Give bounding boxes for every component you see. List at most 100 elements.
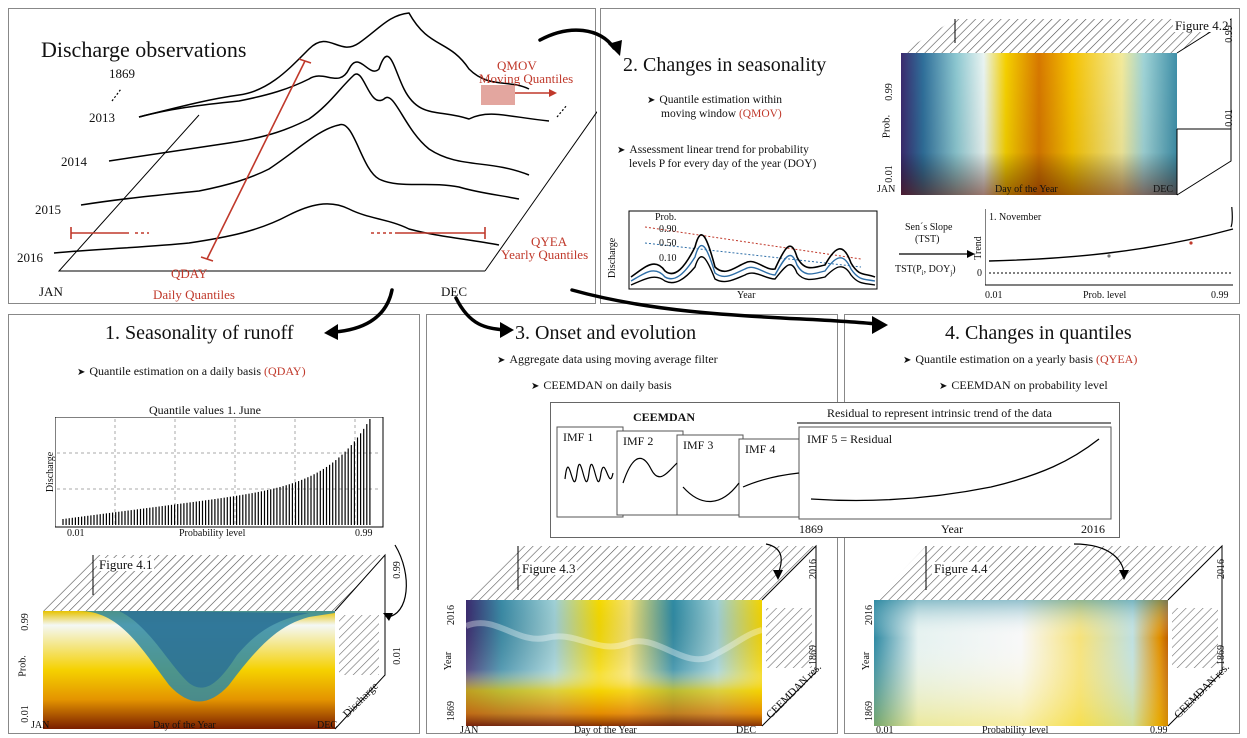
panel4-bullet1-text: Quantile estimation on a yearly basis xyxy=(915,352,1094,366)
residual-title: Residual to represent intrinsic trend of… xyxy=(827,406,1052,420)
mini-ylabel: Discharge xyxy=(607,237,619,279)
fig44-x-mid: Probability level xyxy=(982,725,1049,736)
qday-desc: Daily Quantiles xyxy=(153,287,235,302)
obs-x-end: DEC xyxy=(441,284,467,299)
fig41-x-mid: Day of the Year xyxy=(153,720,216,731)
fig44-label: Figure 4.4 xyxy=(932,561,990,576)
mini-xlabel: Year xyxy=(737,290,756,301)
mini-q90: 0.90 xyxy=(659,224,677,235)
fig41-tick-top: 0.99 xyxy=(19,613,31,631)
fig42-side-bottom: 0.01 xyxy=(1223,109,1235,127)
fig41-tick-bottom: 0.01 xyxy=(19,705,31,723)
sens-arrow xyxy=(899,250,975,258)
year-label-1869: 1869 xyxy=(109,66,135,81)
fig43-label: Figure 4.3 xyxy=(520,561,578,576)
trend-xmin: 0.01 xyxy=(985,290,1003,301)
imf-cards xyxy=(556,422,1112,520)
trend-ylabel: Trend xyxy=(972,236,984,260)
panel3-bullet1-text: Aggregate data using moving average filt… xyxy=(509,352,718,366)
panel2-bullet1-text2: moving window xyxy=(661,108,737,120)
qmov-label: QMOV xyxy=(497,58,537,73)
obs-x-start: JAN xyxy=(39,284,63,299)
panel2-bullet2-line2: levels P for every day of the year (DOY) xyxy=(629,158,817,170)
mini-discharge-plot xyxy=(628,210,878,290)
trend-xmax: 0.99 xyxy=(1211,290,1229,301)
ceemdan-box: CEEMDAN Residual to represent intrinsic … xyxy=(550,402,1120,538)
figure-4-3 xyxy=(464,543,817,727)
panel2-bullet2-text: Assessment linear trend for probability xyxy=(629,144,809,156)
fig43-x-end: DEC xyxy=(736,725,756,736)
tst-formula-a: TST(P xyxy=(895,264,922,275)
qday-label: QDAY xyxy=(171,266,208,281)
fig43-x-start: JAN xyxy=(460,725,479,736)
qday-tag: (QDAY) xyxy=(264,364,306,378)
fig44-tick-top: 2016 xyxy=(864,605,875,625)
figure-4-2 xyxy=(901,18,1232,196)
fig44-x-start: 0.01 xyxy=(876,725,894,736)
qyea-tag: (QYEA) xyxy=(1096,352,1138,366)
fig43-year-axis: Year xyxy=(443,651,455,671)
panel2-bullet1-line2: moving window (QMOV) xyxy=(661,108,782,121)
bar-xmin: 0.01 xyxy=(67,528,85,539)
fig44-x-end: 0.99 xyxy=(1150,725,1168,736)
fig44-year-axis: Year xyxy=(861,651,873,671)
fig42-label: Figure 4.2 xyxy=(1173,18,1231,33)
hydrograph-2015 xyxy=(80,124,520,206)
fig43-x-mid: Day of the Year xyxy=(574,725,637,736)
bar-xmax: 0.99 xyxy=(355,528,373,539)
panel2-title: 2. Changes in seasonality xyxy=(623,54,827,76)
hydrograph-2014 xyxy=(108,73,530,176)
quantile-bar-chart xyxy=(55,417,384,528)
year-label-2015: 2015 xyxy=(35,202,61,217)
trend-zero: 0 xyxy=(977,268,982,279)
res-xmax: 2016 xyxy=(1081,522,1105,536)
obs-title: Discharge observations xyxy=(41,37,247,62)
panel3-bullet2: CEEMDAN on daily basis xyxy=(531,379,671,392)
tst-formula: TST(Pi, DOYj) xyxy=(895,265,956,277)
fig41-x-end: DEC xyxy=(317,720,337,731)
fig41-x-start: JAN xyxy=(31,720,50,731)
trend-title: 1. November xyxy=(989,212,1042,223)
mini-prob: Prob. xyxy=(655,212,677,223)
qmov-tag: (QMOV) xyxy=(738,108,782,120)
panel4-bullet2-text: CEEMDAN on probability level xyxy=(951,378,1108,392)
qmov-desc: Moving Quantiles xyxy=(479,71,574,86)
panel4-bullet1: Quantile estimation on a yearly basis (Q… xyxy=(903,353,1137,366)
fig44-side-top: 2016 xyxy=(1216,559,1227,579)
year-label-2014: 2014 xyxy=(61,154,87,169)
trend-xlabel: Prob. level xyxy=(1083,290,1127,301)
tst-sub-i: i xyxy=(921,269,924,277)
fig42-x-start: JAN xyxy=(877,184,896,195)
fig43-side-top: 2016 xyxy=(808,559,819,579)
tst-formula-b: , DOY xyxy=(923,264,951,275)
fig43-tick-bottom: 1869 xyxy=(446,701,457,721)
panel2-bullet1: Quantile estimation within xyxy=(647,94,783,107)
fig41-side-top: 0.99 xyxy=(391,561,403,579)
fig42-x-end: DEC xyxy=(1153,184,1173,195)
hydrograph-2016 xyxy=(53,203,500,254)
imf2-label: IMF 2 xyxy=(623,434,654,448)
fig42-prob-axis: Prob. xyxy=(880,114,893,139)
panel1-bullet: Quantile estimation on a daily basis (QD… xyxy=(77,364,306,378)
hydrograph-stack xyxy=(53,12,597,272)
imf5-label: IMF 5 = Residual xyxy=(807,432,893,446)
sens-abbr: (TST) xyxy=(915,234,940,245)
mini-q50: 0.50 xyxy=(659,238,677,249)
discharge-observations-panel: Discharge observations 1869 2013 2014 20… xyxy=(8,8,597,304)
fig43-tick-top: 2016 xyxy=(446,605,457,625)
fig41-prob-axis: Prob. xyxy=(17,655,29,677)
imf3-label: IMF 3 xyxy=(683,438,714,452)
tst-sub-j: j xyxy=(950,269,953,277)
qyea-label: QYEA xyxy=(531,234,568,249)
panel2-bullet1-text: Quantile estimation within xyxy=(659,94,783,106)
panel2-bullet2: Assessment linear trend for probability xyxy=(617,144,809,157)
fig41-side-bottom: 0.01 xyxy=(391,647,403,665)
qyea-desc: Yearly Quantiles xyxy=(501,247,589,262)
res-xlabel: Year xyxy=(941,522,964,536)
panel3-title: 3. Onset and evolution xyxy=(515,322,697,344)
imf1-label: IMF 1 xyxy=(563,430,594,444)
seasonality-runoff-panel: 1. Seasonality of runoff Quantile estima… xyxy=(8,314,420,734)
ceemdan-title: CEEMDAN xyxy=(633,410,695,424)
bar-title: Quantile values 1. June xyxy=(149,403,261,417)
fig42-tick-top: 0.99 xyxy=(883,83,895,101)
